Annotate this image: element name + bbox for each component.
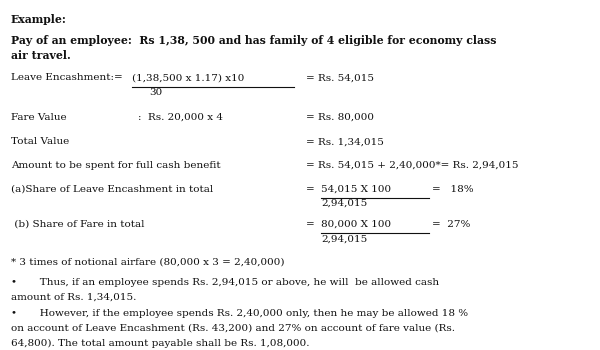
Text: 2,94,015: 2,94,015 [321,234,367,244]
Text: 64,800). The total amount payable shall be Rs. 1,08,000.: 64,800). The total amount payable shall … [11,339,310,348]
Text: amount of Rs. 1,34,015.: amount of Rs. 1,34,015. [11,292,136,301]
Text: 2,94,015: 2,94,015 [321,199,367,208]
Text: (a)Share of Leave Encashment in total: (a)Share of Leave Encashment in total [11,185,213,194]
Text: * 3 times of notional airfare (80,000 x 3 = 2,40,000): * 3 times of notional airfare (80,000 x … [11,257,284,266]
Text: = Rs. 54,015: = Rs. 54,015 [306,74,374,83]
Text: (1,38,500 x 1.17) x10: (1,38,500 x 1.17) x10 [132,74,244,83]
Text: Fare Value: Fare Value [11,113,67,122]
Text: •       Thus, if an employee spends Rs. 2,94,015 or above, he will  be allowed c: • Thus, if an employee spends Rs. 2,94,0… [11,278,439,287]
Text: :  Rs. 20,000 x 4: : Rs. 20,000 x 4 [138,113,223,122]
Text: Total Value: Total Value [11,137,69,146]
Text: on account of Leave Encashment (Rs. 43,200) and 27% on account of fare value (Rs: on account of Leave Encashment (Rs. 43,2… [11,324,455,333]
Text: Amount to be spent for full cash benefit: Amount to be spent for full cash benefit [11,161,220,170]
Text: 30: 30 [149,88,162,97]
Text: = Rs. 80,000: = Rs. 80,000 [306,113,374,122]
Text: 80,000 X 100: 80,000 X 100 [321,220,391,229]
Text: =: = [306,220,315,229]
Text: air travel.: air travel. [11,50,71,61]
Text: =   18%: = 18% [432,185,473,194]
Text: 54,015 X 100: 54,015 X 100 [321,185,391,194]
Text: =: = [306,185,315,194]
Text: Pay of an employee:  Rs 1,38, 500 and has family of 4 eligible for economy class: Pay of an employee: Rs 1,38, 500 and has… [11,35,496,46]
Text: = Rs. 54,015 + 2,40,000*= Rs. 2,94,015: = Rs. 54,015 + 2,40,000*= Rs. 2,94,015 [306,161,518,170]
Text: =  27%: = 27% [432,220,470,229]
Text: Example:: Example: [11,14,67,25]
Text: •       However, if the employee spends Rs. 2,40,000 only, then he may be allowe: • However, if the employee spends Rs. 2,… [11,309,468,318]
Text: (b) Share of Fare in total: (b) Share of Fare in total [11,220,145,229]
Text: Leave Encashment:=: Leave Encashment:= [11,74,122,83]
Text: = Rs. 1,34,015: = Rs. 1,34,015 [306,137,384,146]
